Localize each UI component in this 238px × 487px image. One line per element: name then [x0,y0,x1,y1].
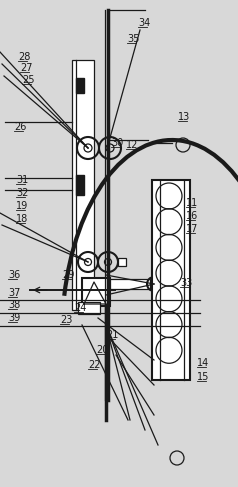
Text: 15: 15 [197,372,209,382]
Text: 26: 26 [14,122,26,132]
Bar [82,278,110,306]
Text: 21: 21 [106,330,118,340]
Text: 11: 11 [186,198,198,208]
Bar [118,258,126,266]
Text: 12: 12 [126,140,138,150]
Text: 32: 32 [16,188,28,198]
Text: 25: 25 [22,75,35,85]
Text: 35: 35 [127,34,139,44]
Text: 33: 33 [180,278,192,288]
Text: 30: 30 [111,138,123,148]
Text: 28: 28 [18,52,30,62]
Bar [76,175,84,195]
Bar [110,279,150,289]
Text: 17: 17 [186,224,198,234]
Text: 24: 24 [74,303,86,313]
Text: 20: 20 [96,345,108,355]
Bar [72,60,94,310]
Text: 39: 39 [8,313,20,323]
Text: 22: 22 [88,360,100,370]
Bar [78,302,100,314]
Text: 34: 34 [138,18,150,28]
Text: 29: 29 [62,270,74,280]
Text: 27: 27 [20,63,33,73]
Text: 13: 13 [178,112,190,122]
Text: 38: 38 [8,300,20,310]
Text: 18: 18 [16,214,28,224]
Text: 36: 36 [8,270,20,280]
Text: 16: 16 [186,211,198,221]
Bar [76,78,84,93]
Bar [152,180,190,380]
Text: 31: 31 [16,175,28,185]
Text: 19: 19 [16,201,28,211]
Text: 14: 14 [197,358,209,368]
Text: 37: 37 [8,288,20,298]
Text: 23: 23 [60,315,72,325]
